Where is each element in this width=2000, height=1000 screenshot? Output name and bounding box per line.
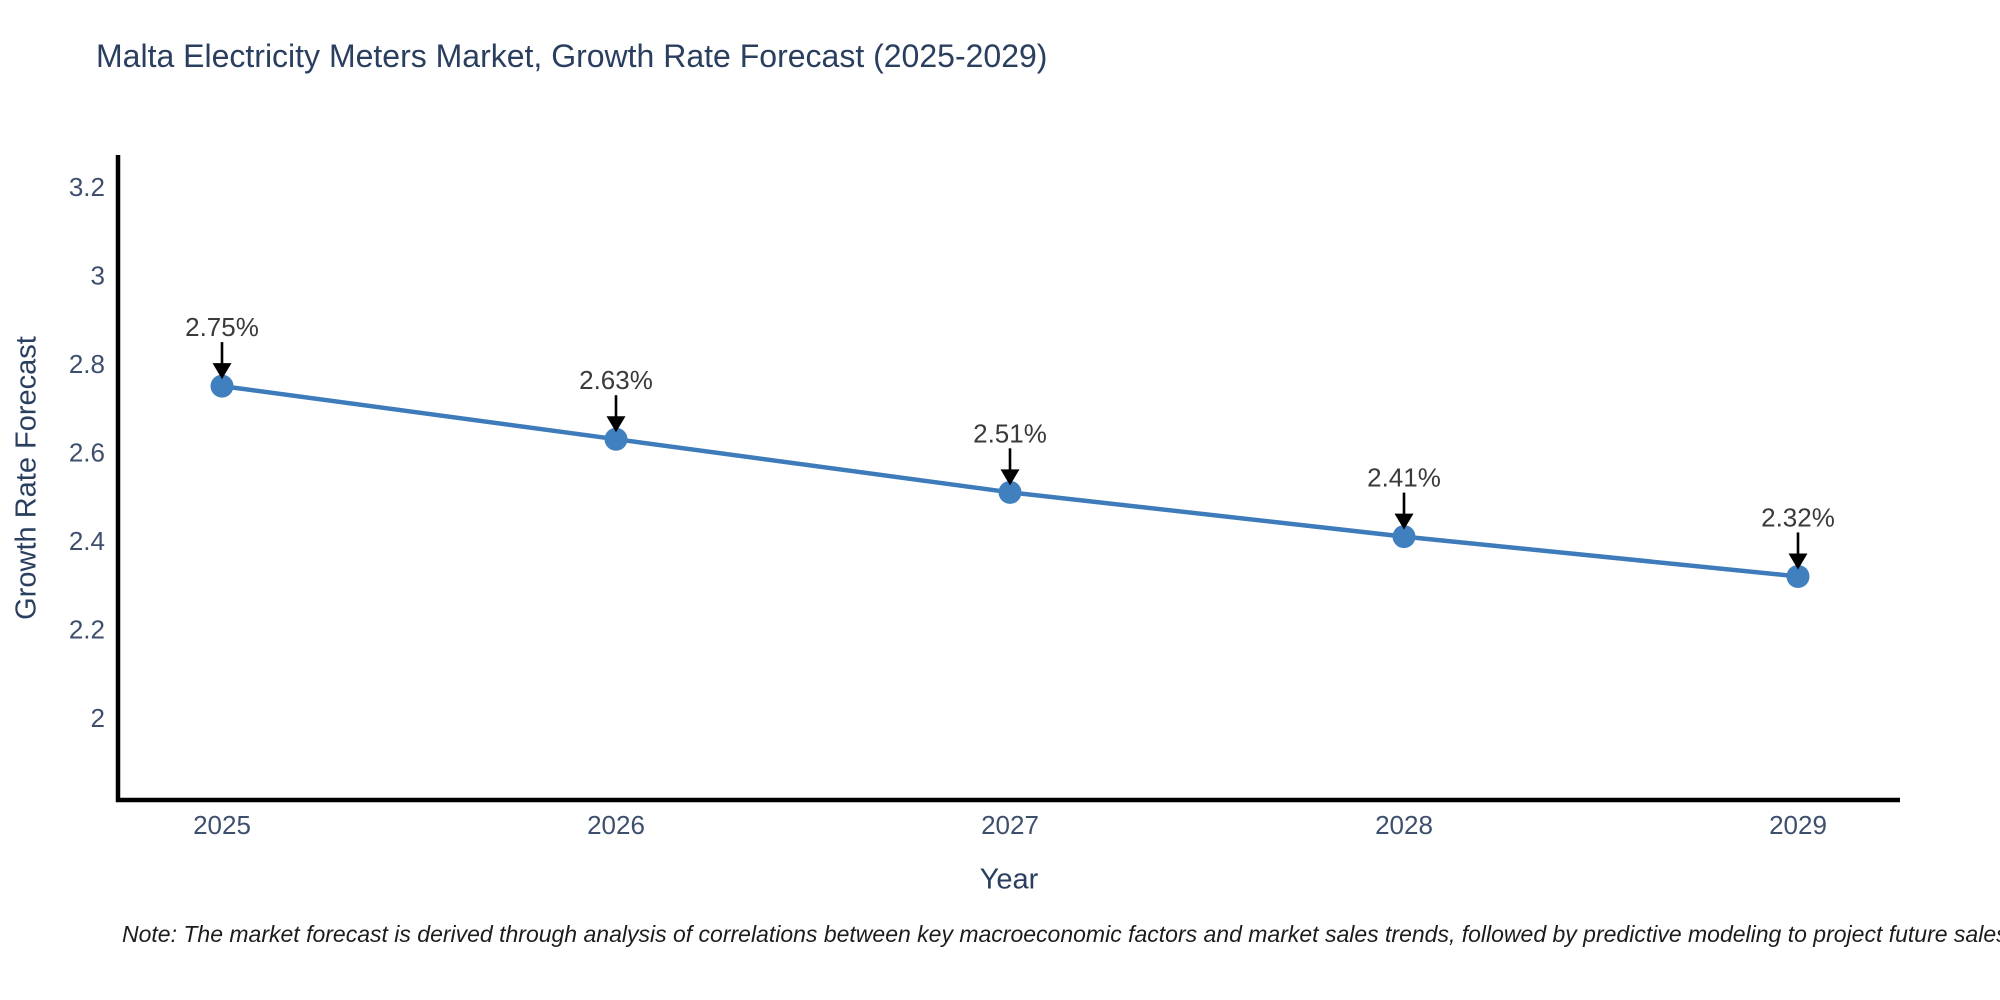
x-tick-label: 2027 — [981, 810, 1039, 840]
y-tick-label: 2 — [91, 703, 105, 733]
y-tick-label: 3.2 — [69, 172, 105, 202]
y-tick-label: 3 — [91, 260, 105, 290]
x-tick-label: 2026 — [587, 810, 645, 840]
data-point-label: 2.32% — [1761, 502, 1835, 532]
annotation-arrow-head — [606, 416, 626, 433]
data-point-marker — [1392, 525, 1416, 549]
annotation-arrow-head — [212, 363, 232, 380]
x-tick-label: 2025 — [193, 810, 251, 840]
annotation-arrow-head — [1394, 513, 1414, 530]
footnote-text: Note: The market forecast is derived thr… — [122, 921, 2000, 947]
y-axis-title: Growth Rate Forecast — [10, 336, 43, 620]
y-tick-label: 2.2 — [69, 615, 105, 645]
y-tick-label: 2.4 — [69, 526, 105, 556]
data-point-marker — [604, 427, 628, 451]
x-tick-label: 2029 — [1769, 810, 1827, 840]
data-point-label: 2.75% — [185, 312, 259, 342]
data-point-label: 2.63% — [579, 365, 653, 395]
x-axis-title: Year — [979, 863, 1039, 896]
annotation-arrow-head — [1000, 469, 1020, 486]
y-tick-label: 2.6 — [69, 437, 105, 467]
data-point-marker — [998, 480, 1022, 504]
data-point-marker — [210, 374, 234, 398]
data-point-label: 2.51% — [973, 418, 1047, 448]
chart-title: Malta Electricity Meters Market, Growth … — [96, 38, 1048, 74]
annotation-arrow-head — [1788, 553, 1808, 570]
data-point-marker — [1786, 564, 1810, 588]
x-tick-label: 2028 — [1375, 810, 1433, 840]
data-point-label: 2.41% — [1367, 463, 1441, 493]
axis-lines — [115, 155, 1900, 803]
y-tick-label: 2.8 — [69, 349, 105, 379]
